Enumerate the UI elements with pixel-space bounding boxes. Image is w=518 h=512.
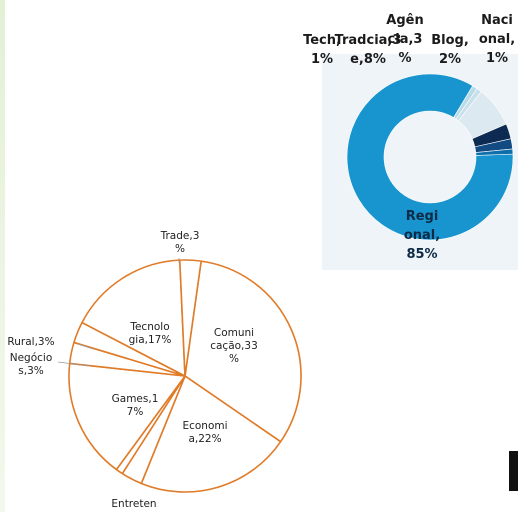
- pie-label-rural-3: Rural,3%: [7, 336, 54, 348]
- pie-labels: Comuni cação,33 % Economi a,22% Entreten Games…: [7, 230, 257, 510]
- pie-label-comuni: Comuni cação,33%: [210, 327, 258, 365]
- pie-leader-line-2: [57, 361, 91, 367]
- pie-label-economi: Economi a,22%: [182, 420, 227, 445]
- donut-label-tradcia-3: Tradcia,3 e,8%: [335, 33, 402, 67]
- donut-label-tech: Tech, 1%: [303, 33, 341, 67]
- pie-slice-trade-3: [178, 259, 202, 377]
- donut-slice-regi: [346, 73, 514, 241]
- donut-label-regi: Regi onal, 85%: [404, 209, 440, 262]
- pie-slice-economi: [140, 375, 282, 493]
- pie-label-tecnolo: Tecnolo gia,17%: [129, 321, 172, 346]
- donut-label-naci: Naci onal, 1%: [479, 13, 515, 66]
- pie-chart: [68, 259, 302, 493]
- green-edge-strip: [0, 0, 5, 512]
- pie-leader-lines: [57, 258, 180, 367]
- pie-slice-games-1: [68, 362, 186, 471]
- donut-label-ag-n: Agên cia,3%: [386, 13, 423, 66]
- donut-slice-naci: [475, 148, 514, 156]
- pie-slice-tecnolo: [81, 259, 186, 377]
- pie-label-games-1: Games,1 7%: [112, 393, 159, 418]
- pie-slice-comuni: [184, 260, 302, 443]
- edge-bar-decoration: [509, 451, 518, 491]
- pie-label-trade-3: Trade,3%: [160, 230, 200, 255]
- donut-chart: [346, 73, 514, 241]
- donut-labels: Regi onal, 85% Tech, 1%Tradcia,3 e,8%Agên cia,…: [303, 13, 515, 262]
- pie-label-entreten: Entreten: [111, 498, 156, 510]
- pie-leader-line-1: [77, 343, 94, 350]
- donut-label-blog: Blog, 2%: [431, 33, 469, 67]
- pie-label-neg-cio: Negócio s,3%: [10, 352, 53, 377]
